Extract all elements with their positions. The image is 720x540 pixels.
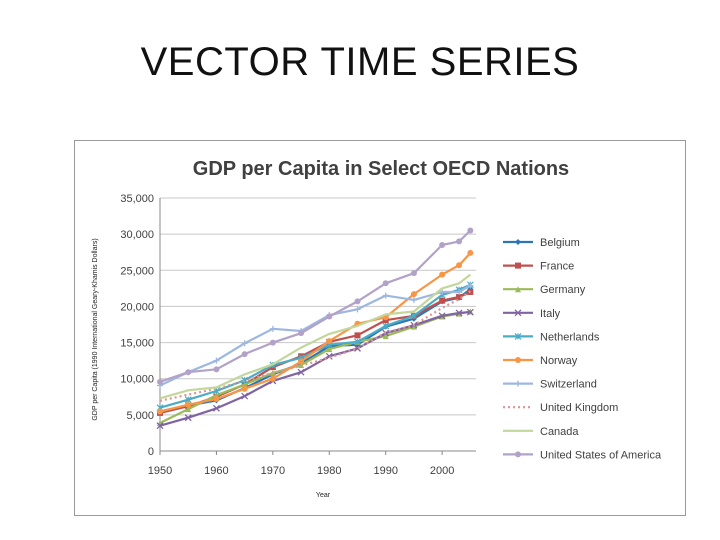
data-point-switzerland <box>241 340 248 347</box>
legend-marker-italy <box>514 309 522 317</box>
data-point-italy <box>241 392 249 400</box>
data-point-germany <box>382 333 389 340</box>
legend-marker-united-states-of-america <box>515 451 521 458</box>
data-point-switzerland <box>467 282 474 289</box>
data-point-united-states-of-america <box>269 339 276 346</box>
data-point-norway <box>456 262 463 269</box>
legend-marker-belgium <box>515 239 521 245</box>
data-point-norway <box>326 338 333 345</box>
x-tick-label: 1970 <box>261 465 285 477</box>
y-tick-label: 10,000 <box>120 374 154 386</box>
legend-marker-france <box>515 262 521 269</box>
x-tick-label: 1980 <box>317 465 341 477</box>
x-tick-label: 1950 <box>148 465 172 477</box>
legend-marker-netherlands <box>514 332 522 340</box>
y-tick-label: 5,000 <box>126 410 154 422</box>
data-point-netherlands <box>184 396 192 404</box>
data-point-united-states-of-america <box>456 238 463 245</box>
chart-title: GDP per Capita in Select OECD Nations <box>193 158 569 180</box>
data-point-switzerland <box>213 357 220 364</box>
y-axis-title: GDP per Capita (1990 International Geary… <box>92 238 99 420</box>
data-point-netherlands <box>410 312 418 320</box>
x-axis-title: Year <box>316 492 331 499</box>
series-line-germany <box>159 310 471 424</box>
series-line-italy <box>159 311 471 427</box>
data-point-norway <box>157 408 163 415</box>
legend-label-netherlands: Netherlands <box>540 331 600 343</box>
series-line-canada <box>159 273 472 400</box>
data-point-united-states-of-america <box>326 313 333 320</box>
x-tick-label: 1960 <box>204 465 228 477</box>
x-tick-label: 2000 <box>430 465 454 477</box>
data-point-switzerland <box>410 296 417 303</box>
data-point-united-states-of-america <box>213 366 220 373</box>
legend-label-italy: Italy <box>540 308 561 320</box>
slide-title: VECTOR TIME SERIES <box>140 40 580 84</box>
data-point-norway <box>269 375 276 382</box>
y-tick-label: 30,000 <box>120 229 154 241</box>
legend-marker-germany <box>515 286 521 293</box>
data-point-united-states-of-america <box>185 369 192 376</box>
line-chart: GDP per Capita in Select OECD Nations 0 5,… <box>92 158 662 499</box>
data-point-italy <box>212 404 220 412</box>
legend-label-canada: Canada <box>540 426 579 438</box>
data-point-italy <box>325 352 333 360</box>
data-point-norway <box>439 271 446 278</box>
legend-label-belgium: Belgium <box>540 237 580 249</box>
y-tick-label: 35,000 <box>120 193 154 205</box>
legend-label-switzerland: Switzerland <box>540 379 597 391</box>
data-point-norway <box>241 385 248 392</box>
data-point-norway <box>298 358 305 365</box>
chart-frame: GDP per Capita in Select OECD Nations 0 5,… <box>74 140 686 516</box>
data-point-switzerland <box>382 292 389 299</box>
data-point-germany <box>410 323 417 330</box>
data-point-netherlands <box>354 338 361 346</box>
data-point-united-states-of-america <box>410 270 417 277</box>
data-point-italy <box>466 308 474 316</box>
data-point-germany <box>241 381 248 388</box>
data-point-switzerland <box>354 306 361 313</box>
data-point-italy <box>354 344 361 352</box>
data-point-italy <box>455 309 463 317</box>
data-point-netherlands <box>241 376 249 384</box>
data-point-switzerland <box>439 288 446 295</box>
data-point-italy <box>438 312 446 320</box>
data-point-switzerland <box>269 325 276 332</box>
data-point-united-states-of-america <box>439 241 446 248</box>
y-tick-label: 15,000 <box>120 338 154 350</box>
data-point-norway <box>185 401 192 408</box>
data-point-france <box>439 297 446 304</box>
data-point-germany <box>185 406 192 413</box>
x-tick-label: 1990 <box>373 465 397 477</box>
data-point-germany <box>326 346 333 353</box>
data-point-netherlands <box>382 322 390 330</box>
legend-label-france: France <box>540 261 574 273</box>
legend-marker-switzerland <box>515 380 521 387</box>
legend-marker-norway <box>515 357 521 363</box>
data-point-united-states-of-america <box>241 351 248 358</box>
legend-label-united-states-of-america: United States of America <box>540 449 662 461</box>
data-point-france <box>456 294 463 301</box>
y-tick-label: 20,000 <box>120 301 154 313</box>
data-point-united-states-of-america <box>157 378 163 385</box>
y-tick-label: 0 <box>148 446 154 458</box>
y-tick-label: 25,000 <box>120 265 154 277</box>
data-point-italy <box>184 414 192 422</box>
data-point-united-states-of-america <box>467 227 474 234</box>
data-point-switzerland <box>456 288 463 295</box>
data-point-norway <box>467 249 474 256</box>
data-point-united-states-of-america <box>298 330 305 337</box>
legend-label-norway: Norway <box>540 355 578 367</box>
data-point-italy <box>297 368 305 376</box>
data-point-united-states-of-america <box>382 280 389 287</box>
data-point-france <box>354 332 361 339</box>
data-point-norway <box>213 395 220 402</box>
data-point-united-states-of-america <box>354 298 361 305</box>
legend-label-united-kingdom: United Kingdom <box>540 402 618 414</box>
legend-label-germany: Germany <box>540 284 586 296</box>
data-point-norway <box>410 291 417 298</box>
data-point-italy <box>156 422 164 430</box>
